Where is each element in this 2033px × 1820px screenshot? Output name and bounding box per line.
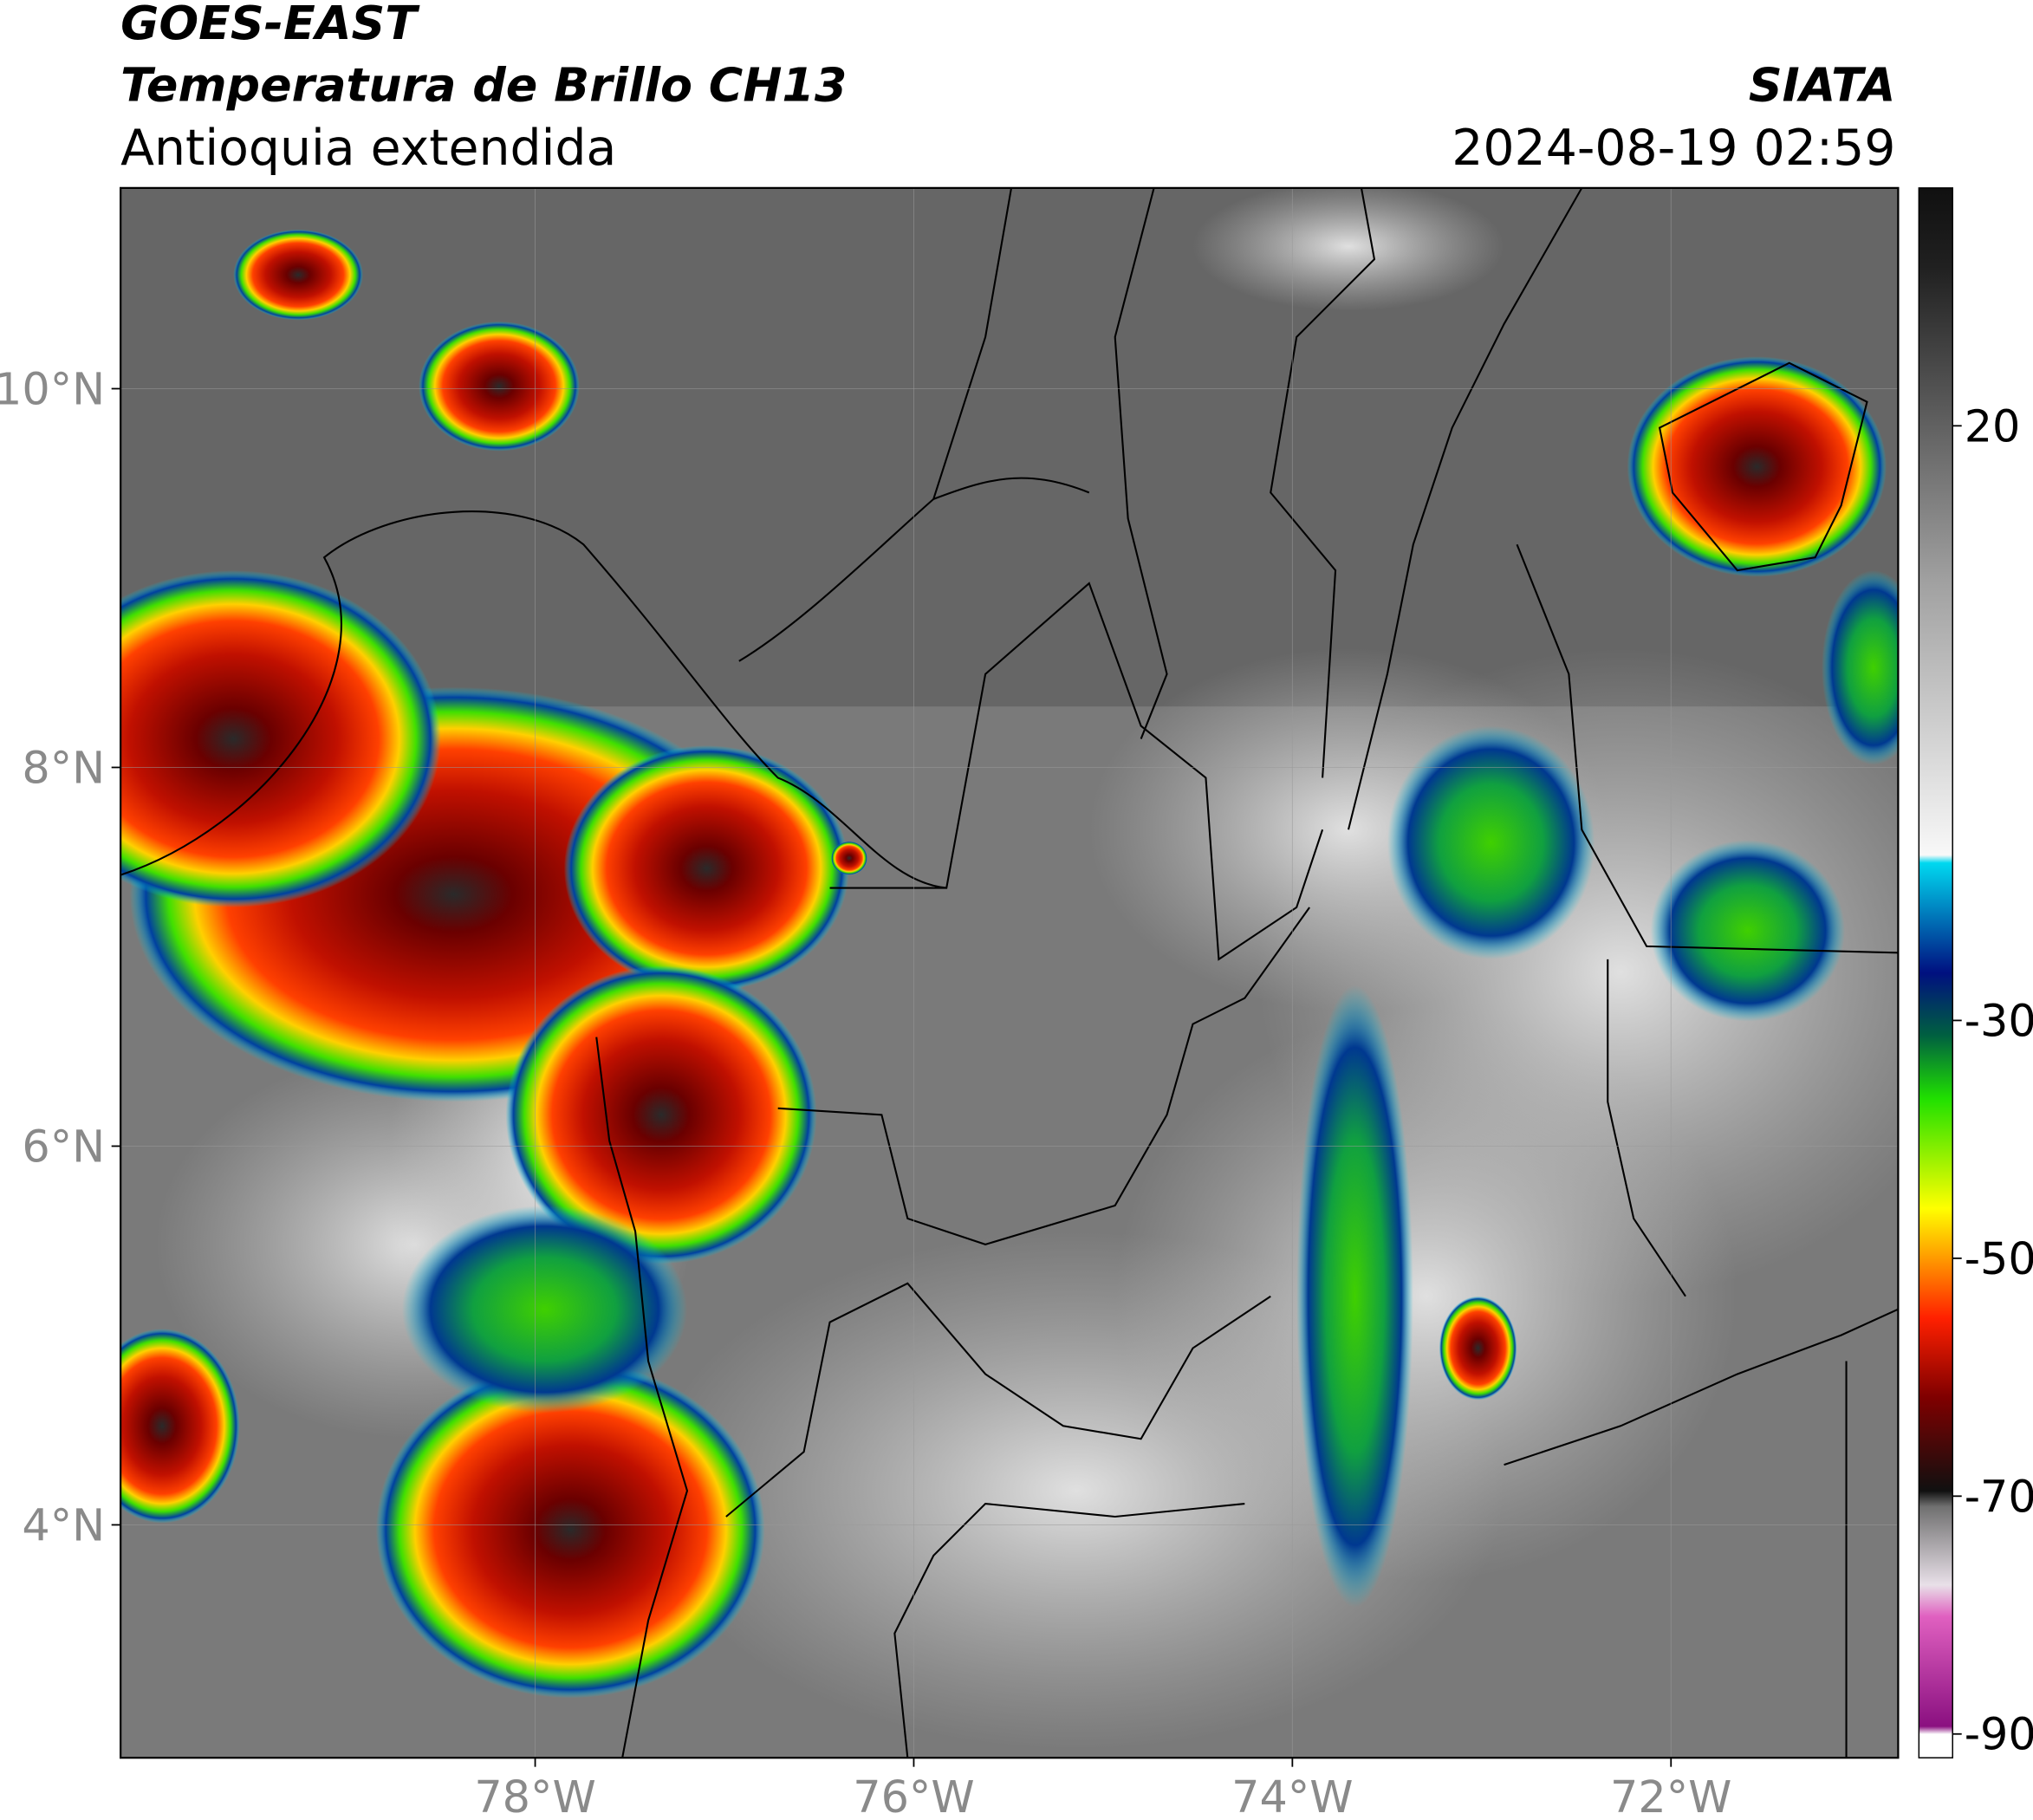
y-tick-label: 8°N [22,742,105,793]
colorbar-tick-label: -50 [1965,1233,2033,1284]
subtitle: Temperatura de Brillo CH13 [120,58,847,113]
satellite-image [120,187,1899,1758]
y-tick-label: 6°N [22,1121,105,1172]
title: GOES-EAST [120,0,420,50]
graticule [120,187,1899,1758]
x-tick-label: 78°W [474,1771,595,1820]
datetime: 2024-08-19 02:59 [1452,120,1895,177]
colorbar [1918,187,1953,1758]
source: SIATA [1749,58,1896,113]
colorbar-tick-label: -90 [1965,1709,2033,1760]
x-tick-label: 72°W [1610,1771,1731,1820]
map-frame [120,186,1900,1759]
y-tick-label: 4°N [22,1499,105,1550]
region: Antioquia extendida [120,120,616,177]
x-tick-label: 76°W [853,1771,974,1820]
y-tick-label: 10°N [0,363,105,414]
x-tick-label: 74°W [1231,1771,1353,1820]
colorbar-tick-label: -70 [1965,1471,2033,1522]
colorbar-tick-label: 20 [1965,400,2021,452]
colorbar-tick-label: -30 [1965,995,2033,1046]
